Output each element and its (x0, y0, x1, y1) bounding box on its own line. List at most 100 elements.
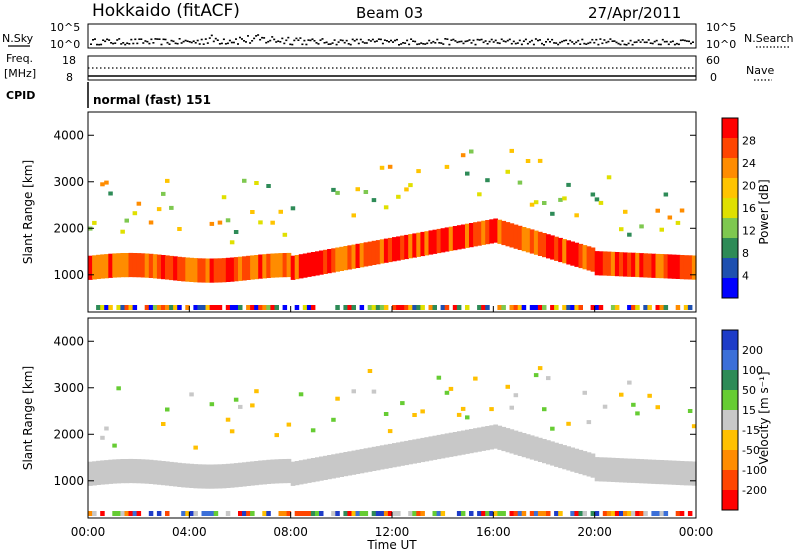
scatter-cell (635, 411, 640, 416)
ground-scatter-cell (335, 305, 340, 310)
ground-scatter-cell (529, 305, 535, 310)
scatter-band-cell (602, 251, 608, 276)
scatter-band-cell (392, 237, 397, 262)
ground-scatter-cell (420, 511, 425, 516)
colorbar-tick-label: 15 (742, 404, 756, 417)
scatter-cell (387, 164, 393, 169)
ground-scatter-cell (436, 511, 442, 516)
nsky-dot (293, 39, 296, 42)
scatter-band-cell (282, 459, 288, 484)
nsky-dot (96, 43, 98, 46)
power-ylabel: Slant Range [km] (21, 160, 35, 264)
scatter-cell (229, 240, 235, 245)
ground-scatter-cell (554, 511, 559, 516)
scatter-band-cell (582, 451, 588, 476)
ground-scatter-cell (165, 305, 170, 310)
scatter-band-cell (465, 223, 470, 248)
scatter-cell (627, 380, 632, 385)
nsky-dot (116, 39, 119, 41)
scatter-band-cell (635, 458, 640, 484)
ground-scatter-cell (104, 305, 109, 310)
scatter-band-cell (169, 255, 174, 281)
scatter-cell (647, 393, 652, 398)
ground-scatter-cell (136, 511, 142, 516)
scatter-cell (161, 422, 166, 426)
scatter-band-cell (550, 235, 555, 260)
ground-scatter-cell (485, 511, 490, 516)
scatter-band-cell (319, 250, 324, 275)
nsky-dot (567, 43, 570, 45)
scatter-cell (550, 211, 555, 216)
ground-scatter-cell (379, 305, 385, 310)
scatter-band-cell (323, 455, 328, 480)
scatter-band-cell (614, 458, 620, 483)
scatter-band-cell (473, 222, 478, 247)
ground-scatter-cell (185, 511, 190, 516)
scatter-cell (655, 208, 660, 213)
colorbar-tick-label: 12 (742, 225, 756, 238)
ground-scatter-cell (647, 305, 652, 310)
power-colorbar: 28 24 20 16 12 8 4 (721, 117, 756, 299)
nsky-dot (220, 42, 223, 45)
ground-scatter-cell (233, 305, 239, 310)
ground-scatter-cell (359, 305, 365, 310)
nsky-dot (331, 42, 334, 44)
scatter-band-cell (306, 252, 312, 277)
nsky-dot (454, 40, 457, 42)
nsky-dot (373, 40, 376, 43)
scatter-band-cell (436, 434, 442, 460)
scatter-band-cell (266, 459, 271, 484)
ground-scatter-cell (161, 305, 166, 310)
scatter-cell (623, 209, 628, 214)
nsky-dot (271, 36, 274, 38)
scatter-cell (619, 227, 624, 232)
nsky-dot (361, 41, 364, 43)
colorbar-segment (722, 198, 738, 219)
scatter-cell (542, 201, 547, 205)
nsky-dot (114, 42, 117, 44)
nsky-dot (132, 42, 135, 45)
ground-scatter-cell (242, 511, 247, 516)
nsky-dot (663, 40, 666, 43)
ground-scatter-cell (351, 305, 356, 310)
nsky-dot (549, 41, 551, 43)
scatter-cell (156, 207, 162, 212)
scatter-cell (254, 181, 259, 185)
scatter-cell (546, 376, 551, 381)
y-tick-label: 3000 (53, 381, 84, 395)
scatter-band-cell (440, 434, 446, 459)
nsky-dot (649, 42, 652, 44)
scatter-band-cell (627, 252, 632, 277)
scatter-band-cell (266, 253, 271, 278)
scatter-cell (456, 412, 462, 417)
x-tick-label: 00:00 (679, 525, 714, 539)
ground-scatter-cell (173, 305, 178, 310)
ground-scatter-cell (266, 511, 271, 516)
scatter-cell (444, 390, 450, 395)
scatter-band-cell (387, 237, 393, 263)
scatter-band-cell (497, 425, 503, 450)
ground-scatter-cell (623, 511, 628, 516)
ground-scatter-cell (92, 511, 97, 516)
scatter-band-cell (643, 253, 648, 278)
scatter-band-cell (460, 430, 466, 455)
nsky-dot (339, 39, 342, 41)
ground-scatter-cell (627, 305, 632, 310)
scatter-band-cell (590, 453, 596, 478)
ground-scatter-cell (428, 305, 433, 310)
date-title: 27/Apr/2011 (588, 4, 681, 22)
nsky-dot (305, 43, 308, 46)
scatter-band-cell (359, 243, 365, 268)
scatter-band-cell (679, 461, 685, 486)
ground-scatter-cell (383, 305, 389, 310)
scatter-cell (477, 192, 482, 197)
nsky-dot (126, 42, 129, 44)
nsky-dot (295, 37, 298, 40)
scatter-band-cell (659, 254, 665, 279)
ground-scatter-cell (124, 511, 129, 516)
colorbar-segment (722, 490, 738, 511)
scatter-cell (533, 373, 539, 378)
ground-scatter-cell (687, 305, 693, 310)
scatter-cell (408, 183, 413, 188)
scatter-band-cell (225, 463, 231, 488)
